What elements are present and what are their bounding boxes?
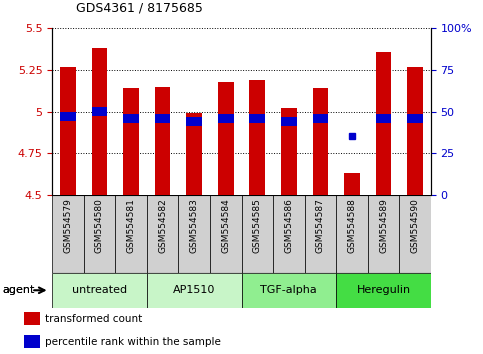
Text: AP1510: AP1510 xyxy=(173,285,215,295)
Text: agent: agent xyxy=(2,285,35,295)
Bar xyxy=(24,335,41,348)
Bar xyxy=(115,195,147,273)
Text: untreated: untreated xyxy=(72,285,127,295)
Text: GSM554582: GSM554582 xyxy=(158,199,167,253)
Bar xyxy=(368,195,399,273)
Bar xyxy=(186,117,202,126)
Bar xyxy=(313,114,328,123)
Bar xyxy=(305,195,336,273)
Bar xyxy=(281,117,297,126)
Text: GSM554581: GSM554581 xyxy=(127,199,136,253)
Text: GSM554580: GSM554580 xyxy=(95,199,104,253)
Bar xyxy=(92,48,107,195)
Bar xyxy=(336,195,368,273)
Bar xyxy=(376,114,391,123)
Text: GSM554584: GSM554584 xyxy=(221,199,230,253)
Bar xyxy=(218,81,234,195)
Bar xyxy=(281,108,297,195)
Bar xyxy=(336,273,431,308)
Bar xyxy=(123,88,139,195)
Text: transformed count: transformed count xyxy=(45,314,142,324)
Text: GSM554589: GSM554589 xyxy=(379,199,388,253)
Bar xyxy=(84,195,115,273)
Bar xyxy=(52,195,84,273)
Bar xyxy=(147,273,242,308)
Bar xyxy=(273,195,305,273)
Bar xyxy=(376,52,391,195)
Text: Heregulin: Heregulin xyxy=(356,285,411,295)
Bar xyxy=(344,173,360,195)
Bar xyxy=(313,88,328,195)
Bar xyxy=(242,273,336,308)
Bar xyxy=(123,114,139,123)
Bar xyxy=(249,80,265,195)
Text: GSM554585: GSM554585 xyxy=(253,199,262,253)
Bar xyxy=(407,67,423,195)
Text: TGF-alpha: TGF-alpha xyxy=(260,285,317,295)
Bar xyxy=(210,195,242,273)
Text: GSM554590: GSM554590 xyxy=(411,199,420,253)
Bar xyxy=(52,273,147,308)
Text: GDS4361 / 8175685: GDS4361 / 8175685 xyxy=(76,1,203,14)
Text: GSM554583: GSM554583 xyxy=(190,199,199,253)
Bar xyxy=(218,114,234,123)
Bar xyxy=(60,112,76,121)
Bar xyxy=(147,195,178,273)
Bar xyxy=(407,114,423,123)
Bar xyxy=(242,195,273,273)
Text: GSM554587: GSM554587 xyxy=(316,199,325,253)
Bar xyxy=(249,114,265,123)
Text: agent: agent xyxy=(2,285,35,295)
Text: GSM554588: GSM554588 xyxy=(347,199,356,253)
Bar xyxy=(92,107,107,116)
Bar xyxy=(155,114,170,123)
Bar xyxy=(178,195,210,273)
Text: percentile rank within the sample: percentile rank within the sample xyxy=(45,337,221,347)
Text: GSM554586: GSM554586 xyxy=(284,199,293,253)
Bar xyxy=(60,67,76,195)
Bar xyxy=(155,86,170,195)
Bar xyxy=(399,195,431,273)
Bar xyxy=(24,312,41,325)
Text: GSM554579: GSM554579 xyxy=(63,199,72,253)
Bar xyxy=(186,113,202,195)
